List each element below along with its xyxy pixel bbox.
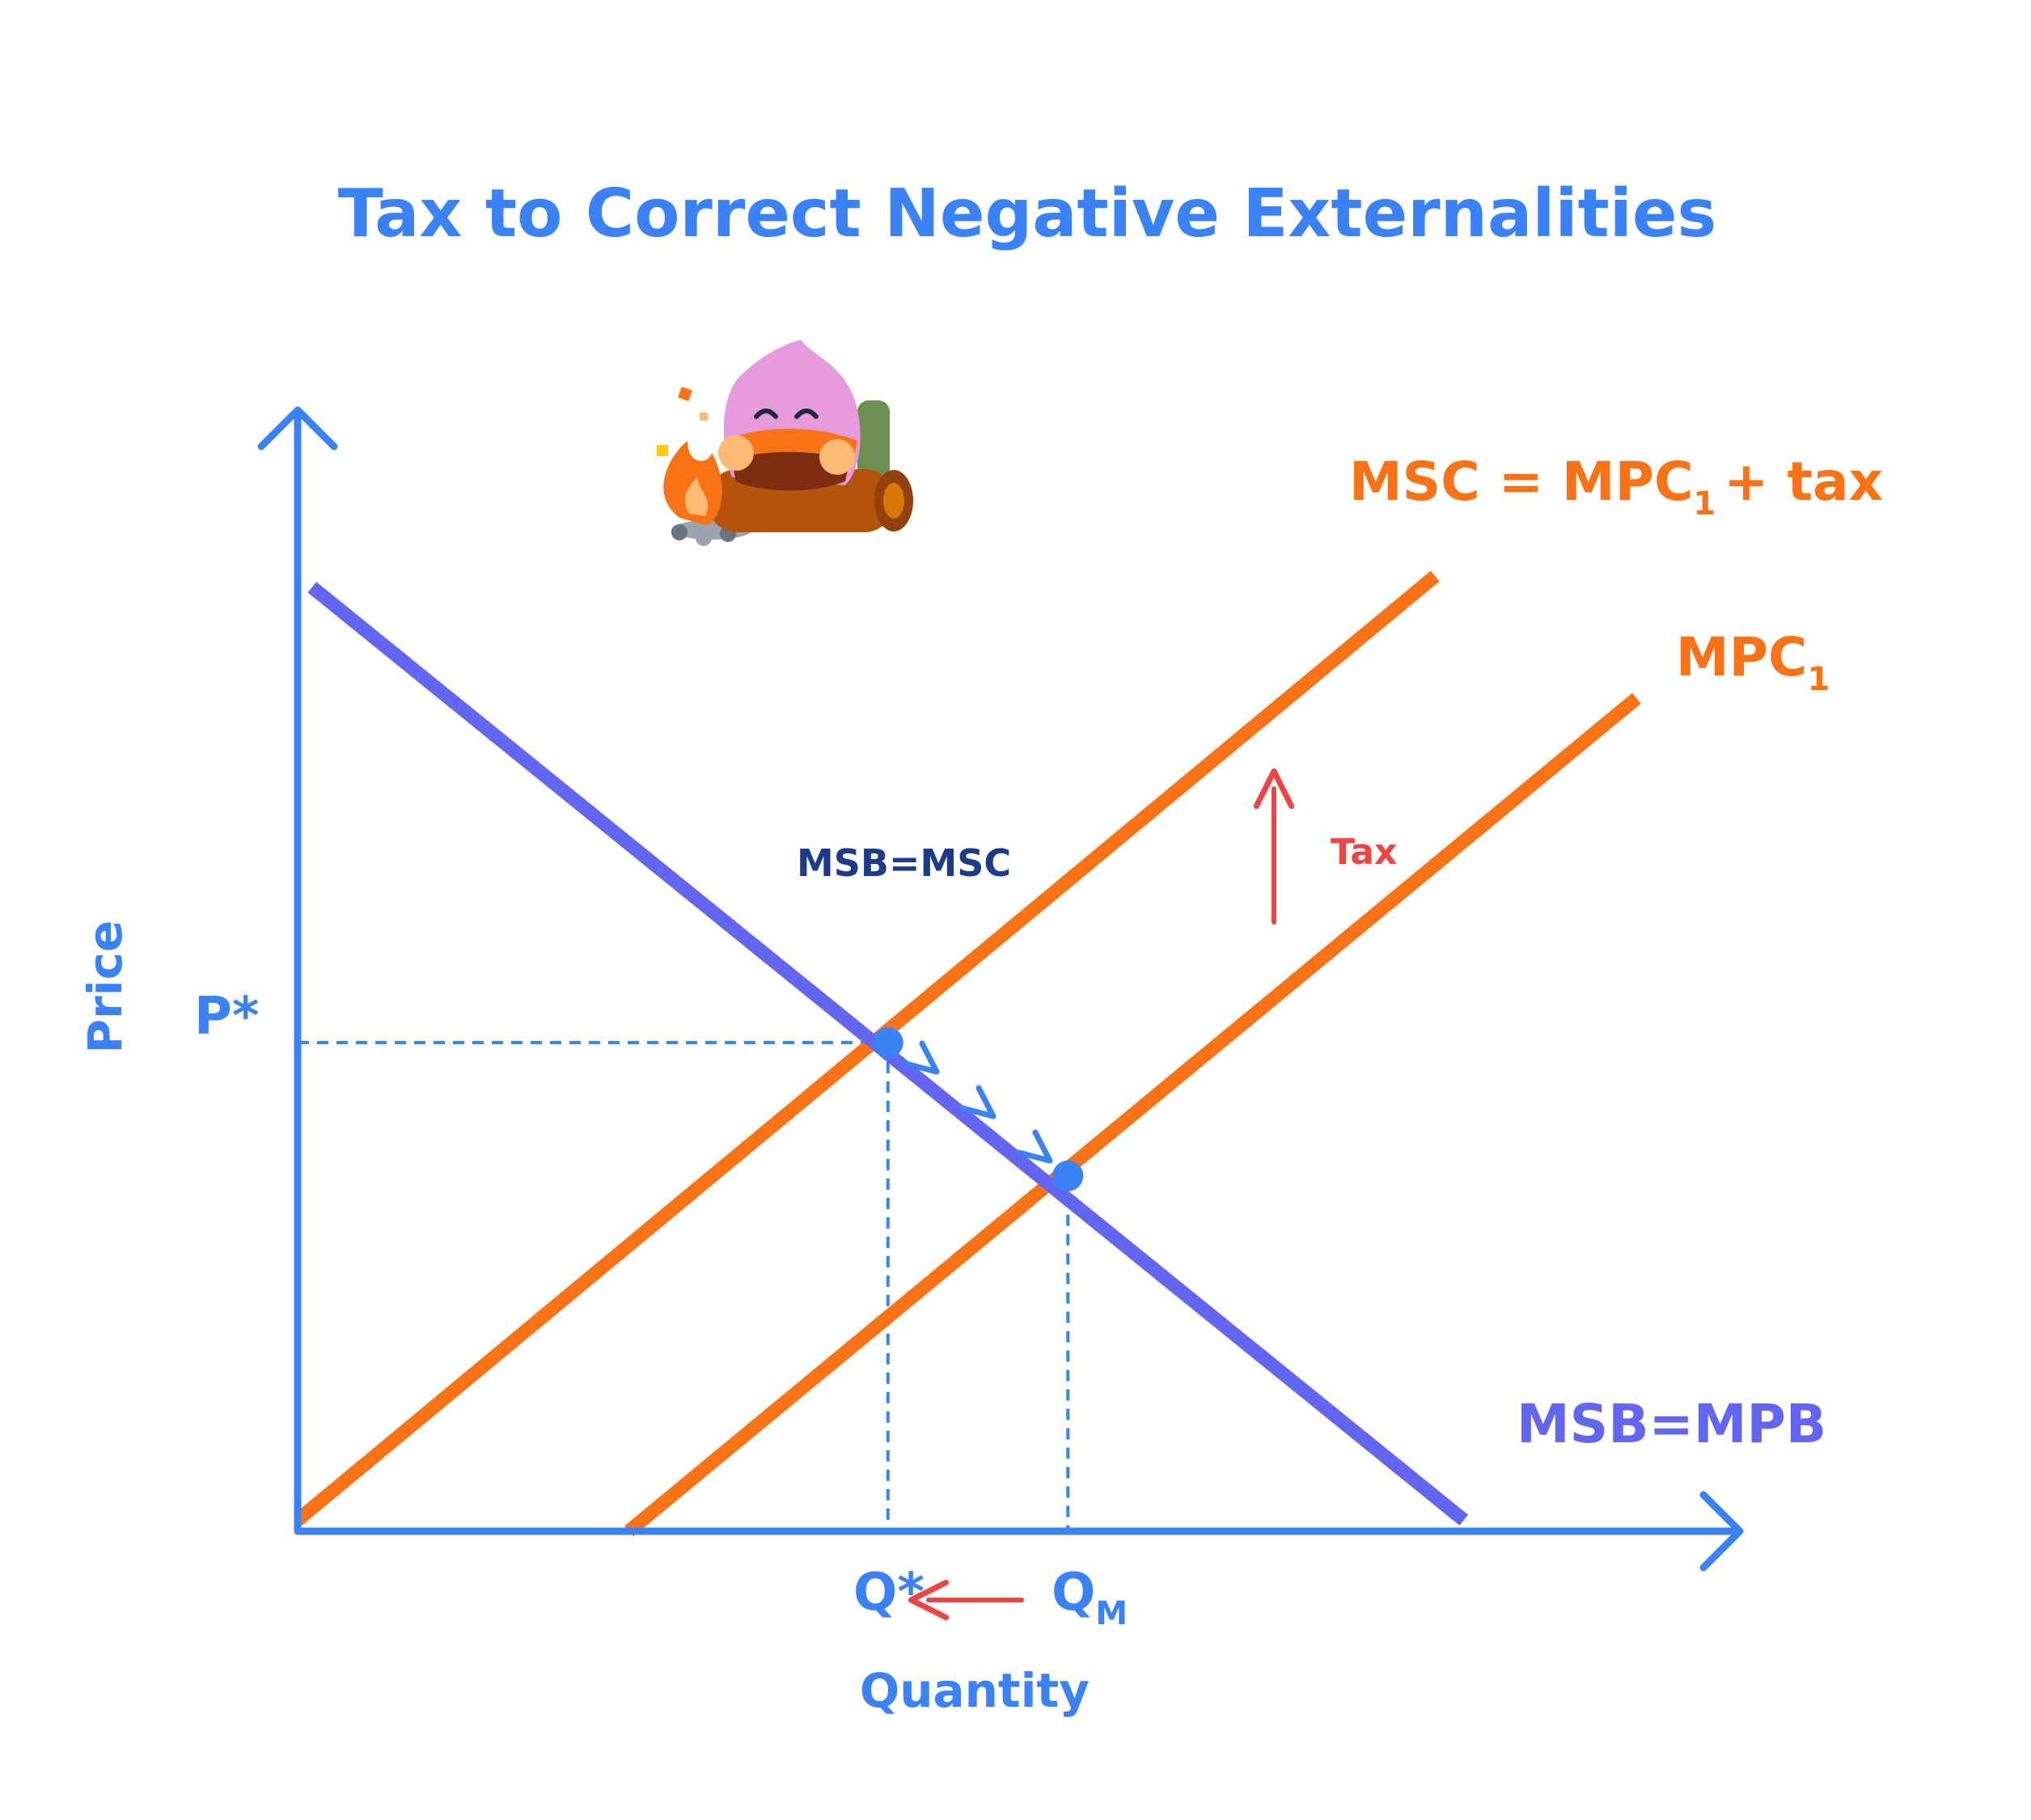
y-axis-arrowhead bbox=[257, 406, 338, 451]
chart-title: Tax to Correct Negative Externalities bbox=[338, 176, 1717, 252]
msb-msc-label: MSB=MSC bbox=[797, 841, 1011, 885]
movement-arrows bbox=[903, 1040, 1053, 1164]
q-m-label: QM bbox=[1051, 1563, 1128, 1632]
q-star-label: Q* bbox=[853, 1563, 925, 1623]
mpc1-line bbox=[624, 692, 1641, 1537]
msc-line bbox=[293, 570, 1440, 1526]
tax-label: Tax bbox=[1331, 832, 1397, 873]
mpc1-label: MPC1 bbox=[1676, 626, 1830, 698]
axes bbox=[257, 406, 1744, 1572]
x-axis-arrowhead bbox=[1699, 1491, 1744, 1572]
msb-mpb-label: MSB=MPB bbox=[1517, 1393, 1826, 1455]
msc-label: MSC = MPC1 + tax bbox=[1349, 451, 1883, 523]
camping-mascot-icon bbox=[657, 340, 913, 546]
x-axis-title: Quantity bbox=[860, 1663, 1090, 1718]
y-axis-title: Price bbox=[78, 921, 133, 1054]
equilibrium-point-market bbox=[1052, 1160, 1084, 1191]
equilibrium-point-social bbox=[872, 1026, 903, 1058]
p-star-label: P* bbox=[194, 987, 259, 1047]
